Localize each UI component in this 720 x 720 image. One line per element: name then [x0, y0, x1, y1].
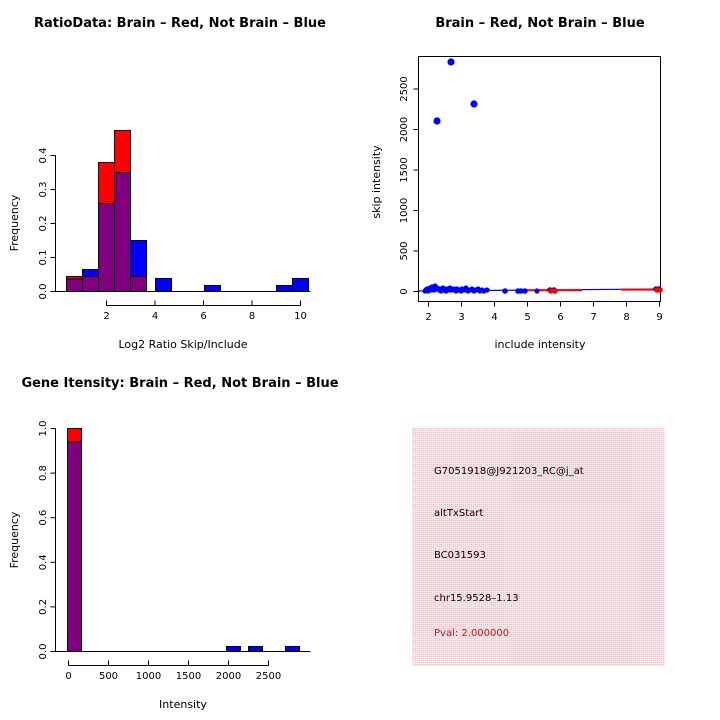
svg-text:1500: 1500 [399, 157, 410, 182]
ratio-histogram-title: RatioData: Brain – Red, Not Brain – Blue [34, 16, 326, 31]
svg-text:2: 2 [103, 311, 109, 322]
svg-text:5: 5 [524, 312, 530, 323]
ratio-x-axis-label: Log2 Ratio Skip/Include [118, 338, 247, 351]
probe-id-text: G7051918@J921203_RC@j_at [434, 466, 584, 477]
svg-text:7: 7 [590, 312, 596, 323]
scatter-y-tick-labels: 0 500 1000 1500 2000 2500 [399, 76, 410, 294]
svg-text:1500: 1500 [176, 671, 201, 682]
svg-text:500: 500 [99, 671, 118, 682]
gene-y-tick-labels: 0.0 0.2 0.4 0.6 0.8 1.0 [38, 421, 49, 660]
svg-text:0.2: 0.2 [38, 216, 49, 232]
ratio-y-tick-labels: 0.0 0.1 0.2 0.3 0.4 [38, 148, 49, 300]
pval-text: Pval: 2.000000 [434, 628, 510, 639]
svg-text:1000: 1000 [136, 671, 161, 682]
annotation-box: G7051918@J921203_RC@j_at altTxStart BC03… [412, 428, 665, 666]
svg-text:0.8: 0.8 [38, 465, 49, 481]
gene-y-axis [50, 428, 56, 652]
svg-text:0.4: 0.4 [38, 148, 49, 164]
svg-text:2: 2 [425, 312, 431, 323]
panel-annotation-info: G7051918@J921203_RC@j_at altTxStart BC03… [360, 360, 720, 720]
scatter-x-axis-label: include intensity [494, 338, 586, 351]
svg-text:0.0: 0.0 [38, 284, 49, 300]
svg-text:1.0: 1.0 [38, 421, 49, 437]
svg-text:4: 4 [491, 312, 497, 323]
svg-text:9: 9 [656, 312, 662, 323]
gene-y-axis-label: Frequency [8, 511, 21, 568]
svg-text:10: 10 [294, 311, 307, 322]
svg-text:3: 3 [458, 312, 464, 323]
gene-x-axis-label: Intensity [159, 698, 207, 711]
panel-gene-intensity-histogram: Gene Itensity: Brain – Red, Not Brain – … [0, 360, 360, 720]
accession-text: BC031593 [434, 550, 486, 561]
gene-bars [67, 428, 300, 652]
svg-text:2500: 2500 [256, 671, 281, 682]
svg-text:6: 6 [200, 311, 206, 322]
scatter-points-brain [548, 287, 663, 294]
scatter-x-tick-labels: 2 3 4 5 6 7 8 9 [425, 312, 662, 323]
svg-text:0.6: 0.6 [38, 510, 49, 526]
svg-text:500: 500 [399, 241, 410, 260]
gene-histogram-svg: 0.0 0.2 0.4 0.6 0.8 1.0 [8, 421, 311, 711]
locus-text: chr15.9528–1.13 [434, 593, 519, 604]
svg-text:0: 0 [65, 671, 71, 682]
svg-text:2500: 2500 [399, 76, 410, 101]
svg-text:0.4: 0.4 [38, 554, 49, 570]
svg-text:0.1: 0.1 [38, 250, 49, 266]
gene-x-tick-labels: 0 500 1000 1500 2000 2500 [65, 671, 281, 682]
ratio-x-tick-labels: 2 4 6 8 10 [103, 311, 307, 322]
scatter-plot-frame [418, 56, 661, 302]
svg-text:4: 4 [152, 311, 158, 322]
svg-text:2000: 2000 [399, 117, 410, 142]
scatter-y-axis [413, 88, 419, 292]
svg-text:0.2: 0.2 [38, 599, 49, 615]
gene-histogram-title: Gene Itensity: Brain – Red, Not Brain – … [21, 376, 339, 391]
scatter-x-axis [428, 301, 660, 307]
scatter-y-axis-label: skip intensity [370, 145, 383, 219]
svg-text:6: 6 [557, 312, 563, 323]
ratio-histogram-svg: 0.0 0.1 0.2 0.3 0.4 [8, 130, 311, 351]
ratio-bars [66, 130, 309, 292]
scatter-points-not-brain [422, 58, 662, 294]
svg-text:8: 8 [249, 311, 255, 322]
svg-text:0.0: 0.0 [38, 644, 49, 660]
event-type-text: altTxStart [434, 508, 484, 519]
svg-text:1000: 1000 [399, 198, 410, 223]
scatter-title: Brain – Red, Not Brain – Blue [435, 16, 645, 31]
svg-text:0.3: 0.3 [38, 182, 49, 198]
svg-text:0: 0 [399, 288, 410, 294]
ratio-y-axis [50, 155, 56, 292]
gene-x-axis [68, 660, 269, 666]
ratio-x-axis [106, 300, 301, 306]
svg-text:8: 8 [623, 312, 629, 323]
svg-text:2000: 2000 [216, 671, 241, 682]
panel-ratio-histogram: RatioData: Brain – Red, Not Brain – Blue… [0, 0, 360, 360]
panel-intensity-scatter: Brain – Red, Not Brain – Blue 0 500 1000… [360, 0, 720, 360]
intensity-scatter-svg: 0 500 1000 1500 2000 2500 2 3 [370, 56, 663, 351]
ratio-y-axis-label: Frequency [8, 194, 21, 251]
